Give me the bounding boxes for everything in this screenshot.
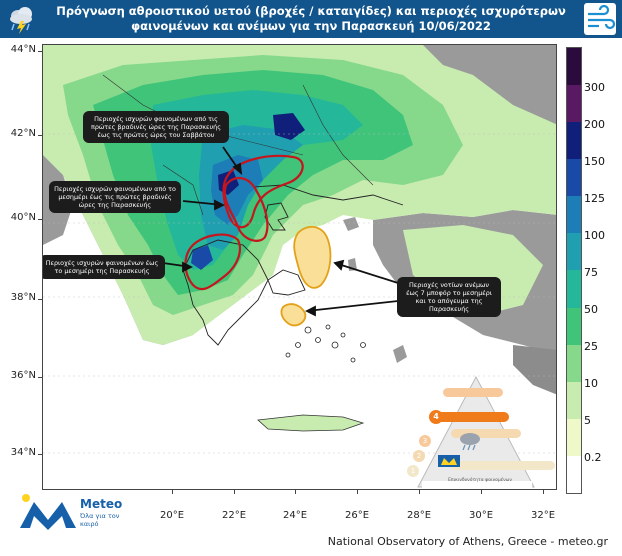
island-crete — [257, 414, 365, 432]
legend-label-150: 150 — [584, 155, 605, 168]
storm-outline-evening — [222, 154, 304, 229]
lat-label-40: 40°N — [10, 212, 36, 223]
pyramid-caption: Επικινδυνότητα φαινομένων — [448, 478, 512, 483]
colorbar-segment — [567, 233, 581, 271]
lon-tick — [234, 489, 235, 494]
legend-label-200: 200 — [584, 118, 605, 131]
pyramid-storm-icon — [460, 433, 480, 451]
precipitation-map: 4 3 2 1 Επικινδυνότητα φαινομένων Περιοχ… — [42, 44, 557, 490]
annotation-morning-storms: Περιοχές ισχυρών φαινομένων έως το μεσημ… — [43, 255, 165, 279]
lat-label-42: 42°N — [10, 128, 36, 139]
lon-label-20: 20°E — [159, 510, 185, 521]
lat-label-34: 34°N — [10, 447, 36, 458]
lat-label-44: 44°N — [10, 44, 36, 55]
colorbar-segment — [567, 159, 581, 197]
lon-tick — [357, 489, 358, 494]
legend-label-75: 75 — [584, 266, 598, 279]
annotation-arrows — [162, 146, 399, 317]
colorbar-segment — [567, 122, 581, 160]
lat-label-38: 38°N — [10, 292, 36, 303]
legend-label-100: 100 — [584, 229, 605, 242]
pyramid-level-4 — [435, 412, 509, 422]
header-title-line1: Πρόγνωση αθροιστικού υετού (βροχές / κατ… — [56, 4, 566, 18]
legend-label-125: 125 — [584, 192, 605, 205]
wind-area-cyclades — [280, 303, 307, 327]
pyramid-meteo-logo-icon — [438, 455, 460, 467]
storm-areas — [184, 154, 304, 291]
legend-label-5: 5 — [584, 414, 591, 427]
colorbar-segment — [567, 344, 581, 382]
lon-label-32: 32°E — [530, 510, 556, 521]
storm-cloud-icon — [10, 7, 32, 34]
header-title: Πρόγνωση αθροιστικού υετού (βροχές / κατ… — [56, 4, 566, 34]
lat-tick — [38, 454, 43, 455]
colorbar-segment — [567, 85, 581, 123]
pyramid-badge-1: 1 — [407, 465, 419, 477]
annotation-evening-storms: Περιοχές ισχυρών φαινομένων από τις πρώτ… — [83, 111, 229, 143]
lat-tick — [38, 135, 43, 136]
attica-coastline — [267, 269, 306, 296]
colorbar-segment — [567, 307, 581, 345]
lon-tick — [419, 489, 420, 494]
cyclades-islands — [285, 324, 366, 363]
colorbar-segment — [567, 381, 581, 419]
legend-label-50: 50 — [584, 303, 598, 316]
pyramid-level-1 — [451, 461, 555, 470]
pyramid-badge-4: 4 — [429, 410, 443, 424]
legend-label-0.2: 0.2 — [584, 451, 602, 464]
colorbar-segment — [567, 455, 581, 493]
lon-label-28: 28°E — [406, 510, 432, 521]
legend-label-25: 25 — [584, 340, 598, 353]
greece-coastline — [182, 239, 269, 346]
lon-label-26: 26°E — [344, 510, 370, 521]
lat-tick — [38, 51, 43, 52]
lon-label-30: 30°E — [468, 510, 494, 521]
land-turkey-south — [513, 345, 556, 395]
legend-label-300: 300 — [584, 81, 605, 94]
logo-tagline: Όλα για τον καιρό — [80, 512, 120, 528]
colorbar-segment — [567, 48, 581, 86]
credit-text: National Observatory of Athens, Greece -… — [327, 535, 608, 548]
lon-label-24: 24°E — [282, 510, 308, 521]
colorbar-segment — [567, 270, 581, 308]
lon-tick — [295, 489, 296, 494]
lon-label-22: 22°E — [221, 510, 247, 521]
balkan-coastline — [252, 184, 404, 206]
precip-150-west — [191, 245, 213, 270]
colorbar-segment — [567, 418, 581, 456]
header-title-line2: φαινομένων και ανέμων για την Παρασκευή … — [131, 19, 491, 33]
meteo-logo-icon — [20, 494, 76, 530]
lat-label-36: 36°N — [10, 370, 36, 381]
lat-tick — [38, 377, 43, 378]
lat-tick — [38, 219, 43, 220]
colorbar-segment — [567, 196, 581, 234]
pyramid-level-3 — [443, 388, 503, 397]
precip-150-north — [273, 113, 305, 140]
wind-areas — [280, 225, 332, 327]
pyramid-level-2 — [451, 429, 521, 438]
annotation-south-winds: Περιοχές νοτίων ανέμων έως 7 μποφόρ το μ… — [397, 277, 501, 317]
header-bar: Πρόγνωση αθροιστικού υετού (βροχές / κατ… — [0, 0, 622, 38]
wind-icon — [584, 3, 616, 35]
island-lesvos — [343, 217, 359, 231]
wind-area-north-aegean — [293, 225, 332, 289]
lon-tick — [172, 489, 173, 494]
storm-outline-morning — [184, 233, 242, 291]
storm-outline-afternoon — [223, 177, 269, 242]
legend-label-10: 10 — [584, 377, 598, 390]
annotation-afternoon-storms: Περιοχές ισχυρών φαινομένων από το μεσημ… — [49, 181, 181, 213]
lon-tick — [481, 489, 482, 494]
lon-tick — [543, 489, 544, 494]
precipitation-colorbar — [566, 47, 582, 494]
precip-100 — [211, 155, 263, 225]
pyramid-badge-3: 3 — [419, 435, 431, 447]
lat-tick — [38, 299, 43, 300]
logo-name: Meteo — [80, 497, 123, 511]
pyramid-badge-2: 2 — [413, 450, 425, 462]
island-rhodes — [393, 345, 407, 363]
